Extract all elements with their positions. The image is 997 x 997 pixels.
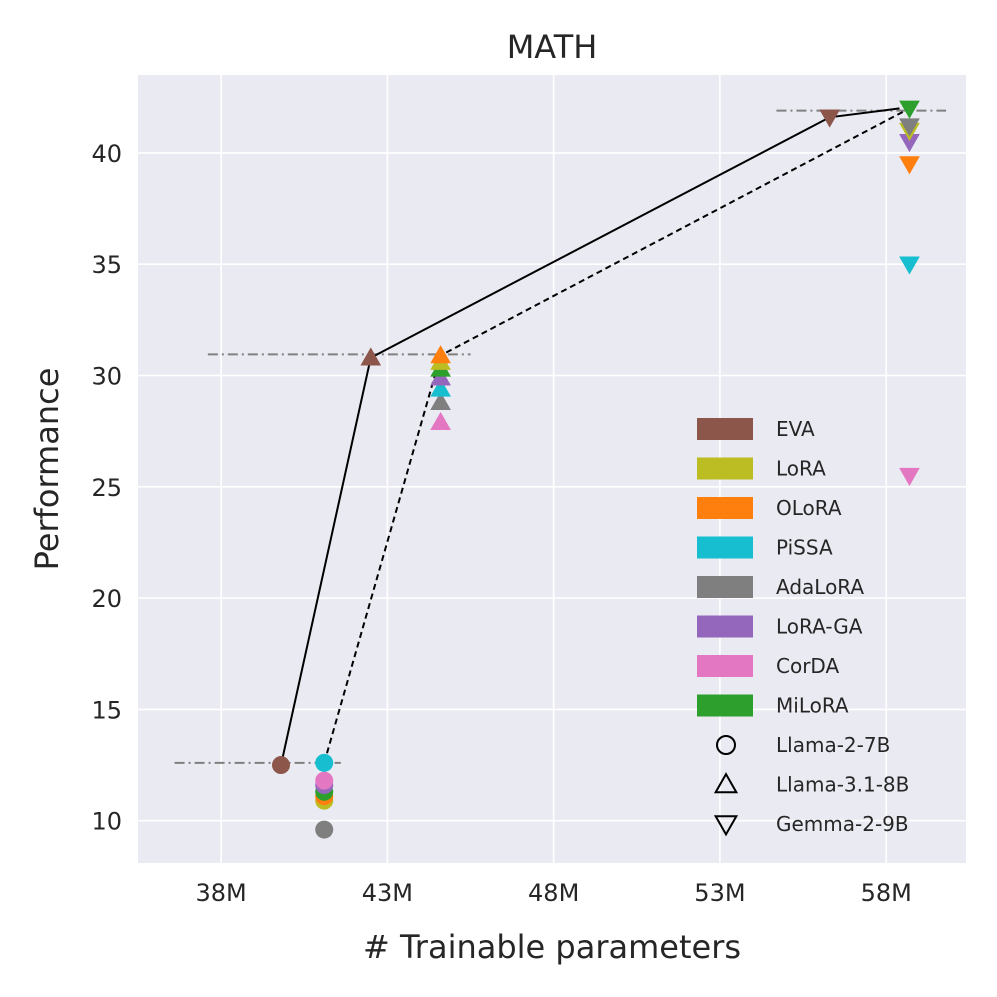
legend-swatch-eva <box>697 418 753 440</box>
legend-marker-gemma-2-9b <box>713 815 739 837</box>
point-adalora-gemma-2-9b <box>899 118 920 137</box>
plot-background <box>138 75 966 863</box>
point-corda-llama-2-7b <box>315 771 334 790</box>
legend-label: Gemma-2-9B <box>776 812 909 836</box>
y-tick-label: 35 <box>91 251 122 279</box>
legend-swatch-adalora <box>697 576 753 598</box>
x-tick-label: 58M <box>861 879 912 907</box>
point-eva-llama-3-1-8b <box>360 347 382 366</box>
legend-label: Llama-3.1-8B <box>776 773 909 797</box>
point-olora-gemma-2-9b <box>899 156 920 175</box>
legend-swatch-milora <box>697 694 753 717</box>
point-adalora-llama-3-1-8b <box>430 391 451 410</box>
legend-label: PiSSA <box>776 536 833 560</box>
legend-swatch-olora <box>697 497 753 519</box>
legend-swatch-lora-ga <box>697 615 753 638</box>
x-tick-labels: 38M 43M 48M 53M 58M <box>196 879 912 907</box>
x-axis-label: # Trainable parameters <box>363 928 741 966</box>
y-axis-label: Performance <box>28 368 66 571</box>
point-corda-gemma-2-9b <box>899 467 920 487</box>
legend-swatch-corda <box>697 655 753 677</box>
legend-swatch-lora <box>697 457 753 480</box>
y-tick-label: 40 <box>91 140 122 168</box>
y-tick-label: 10 <box>91 808 122 836</box>
y-tick-label: 20 <box>91 585 122 613</box>
point-pissa-llama-3-1-8b <box>430 378 451 397</box>
data-points <box>271 100 920 839</box>
grid <box>138 75 966 863</box>
y-tick-label: 25 <box>91 474 122 502</box>
point-corda-llama-3-1-8b <box>430 411 451 431</box>
x-tick-label: 43M <box>362 879 413 907</box>
eva-frontier <box>280 107 900 766</box>
chart-title: MATH <box>507 28 598 66</box>
legend-label: AdaLoRA <box>776 575 864 599</box>
y-tick-label: 15 <box>91 696 122 724</box>
legend-label: LoRA-GA <box>776 615 863 639</box>
legend: EVA LoRA OLoRA PiSSA AdaLoRA LoRA-GA CorDA MiLo… <box>697 417 909 837</box>
legend-marker-llama-2-7b <box>716 735 736 755</box>
y-tick-labels: 10 15 20 25 30 35 40 <box>91 140 122 836</box>
x-tick-label: 53M <box>694 879 745 907</box>
point-lora-ga-gemma-2-9b <box>899 134 920 153</box>
point-olora-llama-3-1-8b <box>430 345 451 364</box>
point-milora-gemma-2-9b <box>899 100 920 119</box>
legend-label: MiLoRA <box>776 694 849 718</box>
legend-label: CorDA <box>776 654 839 678</box>
y-tick-label: 30 <box>91 363 122 391</box>
point-eva-gemma-2-9b <box>819 109 841 128</box>
legend-swatch-pissa <box>697 536 753 559</box>
legend-label: EVA <box>776 417 815 441</box>
legend-label: OLoRA <box>776 496 842 520</box>
point-pissa-llama-2-7b <box>315 753 334 772</box>
x-tick-label: 48M <box>528 879 579 907</box>
x-tick-label: 38M <box>196 879 247 907</box>
point-eva-llama-2-7b <box>271 756 290 775</box>
legend-marker-llama-3-1-8b <box>713 772 739 794</box>
reference-lines <box>174 109 947 764</box>
legend-label: LoRA <box>776 457 826 481</box>
legend-label: Llama-2-7B <box>776 733 890 757</box>
point-adalora-llama-2-7b <box>315 820 334 839</box>
point-pissa-gemma-2-9b <box>899 256 920 275</box>
